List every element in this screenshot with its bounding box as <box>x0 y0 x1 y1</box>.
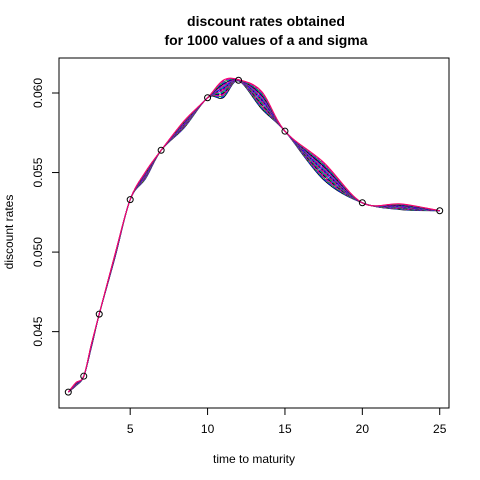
y-tick-label: 0.060 <box>31 78 45 108</box>
discount-curve <box>67 80 440 393</box>
discount-curve <box>67 78 440 393</box>
x-axis-label: time to maturity <box>213 452 295 466</box>
observed-point <box>126 196 134 204</box>
discount-curve <box>67 80 440 393</box>
x-tick-label: 10 <box>201 422 215 436</box>
observed-point <box>95 310 103 318</box>
observed-point <box>157 146 165 154</box>
observed-point <box>204 94 212 102</box>
observed-point <box>64 388 72 396</box>
discount-curve <box>67 78 440 393</box>
discount-curve <box>67 78 440 393</box>
discount-curve <box>67 78 440 393</box>
discount-curve <box>67 79 440 393</box>
chart-title-line-2: for 1000 values of a and sigma <box>164 32 367 48</box>
discount-curve <box>67 79 440 393</box>
y-axis-label: discount rates <box>2 195 16 270</box>
observed-point <box>436 207 444 215</box>
observed-points <box>64 76 444 396</box>
observed-point <box>281 127 289 135</box>
discount-curve <box>67 79 440 393</box>
discount-curve <box>67 79 440 393</box>
y-tick-label: 0.055 <box>31 157 45 187</box>
discount-curve <box>67 79 440 393</box>
y-axis: 0.045 0.050 0.055 0.060 <box>31 78 59 347</box>
discount-curve <box>67 80 440 393</box>
discount-curve <box>67 79 440 393</box>
discount-curve <box>67 80 440 393</box>
discount-curve <box>67 79 440 393</box>
discount-curve <box>67 77 440 393</box>
discount-curve <box>67 79 440 393</box>
discount-curve <box>67 80 440 393</box>
discount-curve <box>67 77 440 393</box>
x-tick-label: 20 <box>356 422 370 436</box>
discount-curve <box>67 78 440 393</box>
y-tick-label: 0.045 <box>31 316 45 346</box>
discount-curve <box>67 79 440 393</box>
discount-curve <box>67 79 440 393</box>
discount-curve <box>67 80 440 393</box>
chart-title-line-1: discount rates obtained <box>187 13 345 29</box>
discount-curve <box>67 79 440 393</box>
observed-point <box>235 76 243 84</box>
x-axis: 5 10 15 20 25 <box>127 408 447 436</box>
discount-curve <box>67 79 440 393</box>
plot-frame <box>58 57 450 409</box>
observed-point <box>80 372 88 380</box>
observed-point <box>358 199 366 207</box>
curve-bundle <box>67 77 440 393</box>
x-tick-label: 5 <box>127 422 134 436</box>
discount-curve <box>67 79 440 393</box>
x-tick-label: 15 <box>278 422 292 436</box>
discount-curve <box>67 80 440 393</box>
x-tick-label: 25 <box>433 422 447 436</box>
y-tick-label: 0.050 <box>31 237 45 267</box>
discount-curve <box>67 79 440 393</box>
